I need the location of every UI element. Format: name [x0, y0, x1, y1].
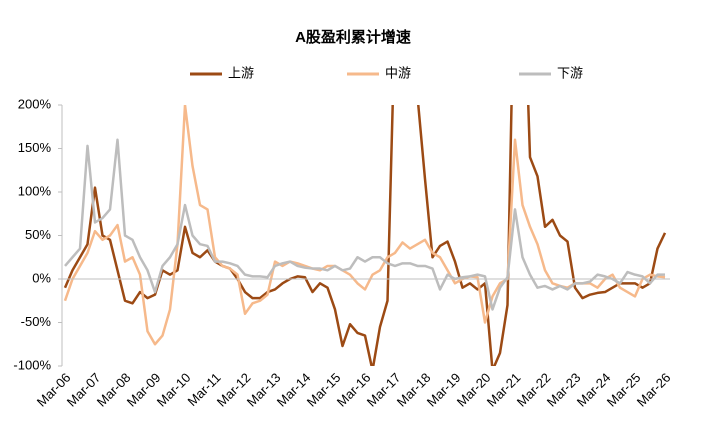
legend-label: 上游 — [228, 65, 254, 80]
y-tick-label: 50% — [25, 227, 51, 242]
y-tick-label: -100% — [13, 357, 51, 372]
series-line — [63, 105, 667, 366]
series-line — [64, 138, 665, 311]
y-tick-label: 100% — [18, 183, 52, 198]
y-tick-label: -50% — [21, 314, 52, 329]
x-tick-label: Mar-10 — [154, 370, 194, 410]
plot-area — [63, 105, 667, 366]
x-tick-label: Mar-26 — [634, 370, 674, 410]
legend-label: 下游 — [557, 65, 583, 80]
series-line — [63, 105, 666, 346]
y-tick-label: 200% — [18, 96, 52, 111]
chart-title: A股盈利累计增速 — [295, 28, 411, 46]
legend-label: 中游 — [385, 65, 411, 80]
y-tick-label: 0% — [32, 270, 51, 285]
y-tick-label: 150% — [18, 140, 52, 155]
